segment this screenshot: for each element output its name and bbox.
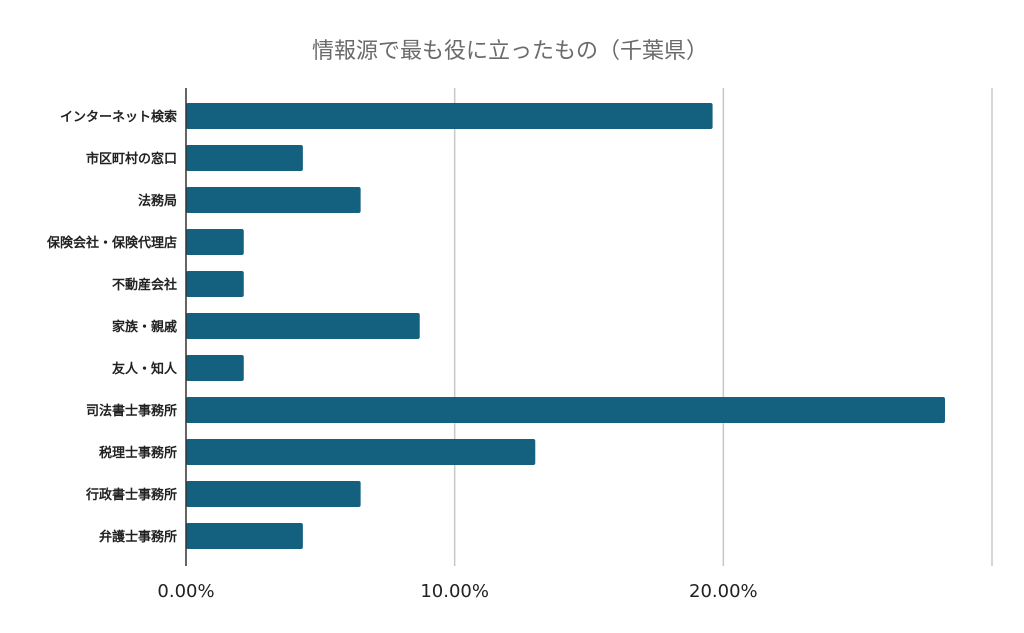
bar [186, 145, 303, 171]
bar [186, 187, 361, 213]
bar [186, 313, 420, 339]
category-label: 市区町村の窓口 [86, 151, 177, 167]
bar [186, 229, 244, 255]
category-label: 司法書士事務所 [86, 403, 177, 419]
bar [186, 355, 244, 381]
category-label: 家族・親戚 [112, 319, 177, 335]
category-label: 税理士事務所 [99, 445, 177, 461]
category-label: 法務局 [138, 193, 177, 209]
bar [186, 103, 713, 129]
bar [186, 523, 303, 549]
bar [186, 397, 945, 423]
category-label: 弁護士事務所 [99, 529, 177, 545]
x-tick-label: 20.00% [689, 581, 758, 602]
category-label: 友人・知人 [112, 361, 178, 377]
bar [186, 271, 244, 297]
bar [186, 439, 536, 465]
chart-title: 情報源で最も役に立ったもの（千葉県） [312, 39, 708, 64]
category-label: 保険会社・保険代理店 [46, 235, 177, 251]
bar [186, 481, 361, 507]
x-tick-labels: 0.00% 10.00% 20.00% [157, 581, 757, 602]
x-tick-label: 10.00% [420, 581, 489, 602]
category-label: 行政書士事務所 [85, 487, 177, 503]
category-label: インターネット検索 [60, 109, 177, 125]
category-labels: インターネット検索市区町村の窓口法務局保険会社・保険代理店不動産会社家族・親戚友… [46, 109, 178, 545]
category-label: 不動産会社 [112, 277, 177, 293]
x-tick-label: 0.00% [157, 581, 214, 602]
bars [186, 103, 945, 549]
gridlines [453, 88, 993, 566]
